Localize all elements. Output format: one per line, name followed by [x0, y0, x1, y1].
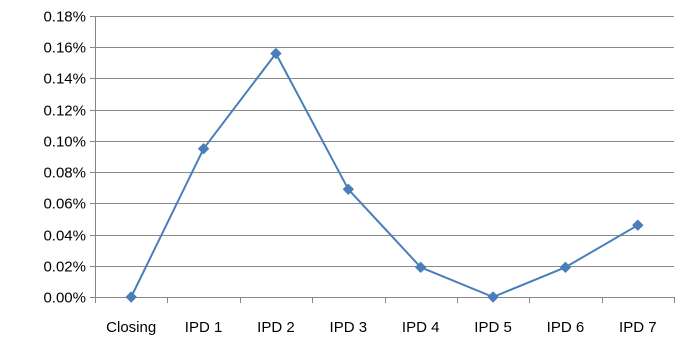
series-group [125, 47, 644, 303]
x-tick-label: Closing [106, 319, 156, 336]
data-point-marker [559, 261, 572, 274]
data-point-marker [197, 142, 210, 155]
y-tick-label: 0.02% [43, 259, 86, 276]
y-tick-label: 0.10% [43, 134, 86, 151]
data-point-marker [125, 291, 137, 303]
x-tick-label: IPD 5 [474, 319, 512, 336]
x-tick-label: IPD 4 [402, 319, 440, 336]
y-tick-label: 0.18% [43, 9, 86, 26]
x-tick-label: IPD 6 [547, 319, 585, 336]
x-axis-tick-labels: Closing IPD 1 IPD 2 IPD 3 IPD 4 IPD 5 IPD 6 IPD… [106, 319, 656, 336]
y-tick-label: 0.04% [43, 228, 86, 245]
data-point-marker [632, 219, 644, 231]
series-line [130, 52, 639, 298]
data-point-marker [270, 47, 282, 60]
y-tick-label: 0.06% [43, 196, 86, 213]
data-point-marker [414, 261, 427, 274]
y-tick-label: 0.14% [43, 71, 86, 88]
y-tick-label: 0.00% [43, 290, 86, 307]
data-point-marker [487, 291, 499, 303]
data-point-marker [342, 183, 355, 195]
y-tick-label: 0.08% [43, 165, 86, 182]
x-tick-label: IPD 1 [185, 319, 223, 336]
gridlines [90, 16, 674, 298]
x-tick-label: IPD 7 [619, 319, 657, 336]
x-tick-label: IPD 3 [330, 319, 368, 336]
x-tick-label: IPD 2 [257, 319, 295, 336]
x-axis [95, 16, 675, 303]
y-axis-tick-labels: 0.00% 0.02% 0.04% 0.06% 0.08% 0.10% 0.12% 0.14%… [43, 9, 86, 307]
y-tick-label: 0.16% [43, 40, 86, 57]
y-tick-label: 0.12% [43, 103, 86, 120]
